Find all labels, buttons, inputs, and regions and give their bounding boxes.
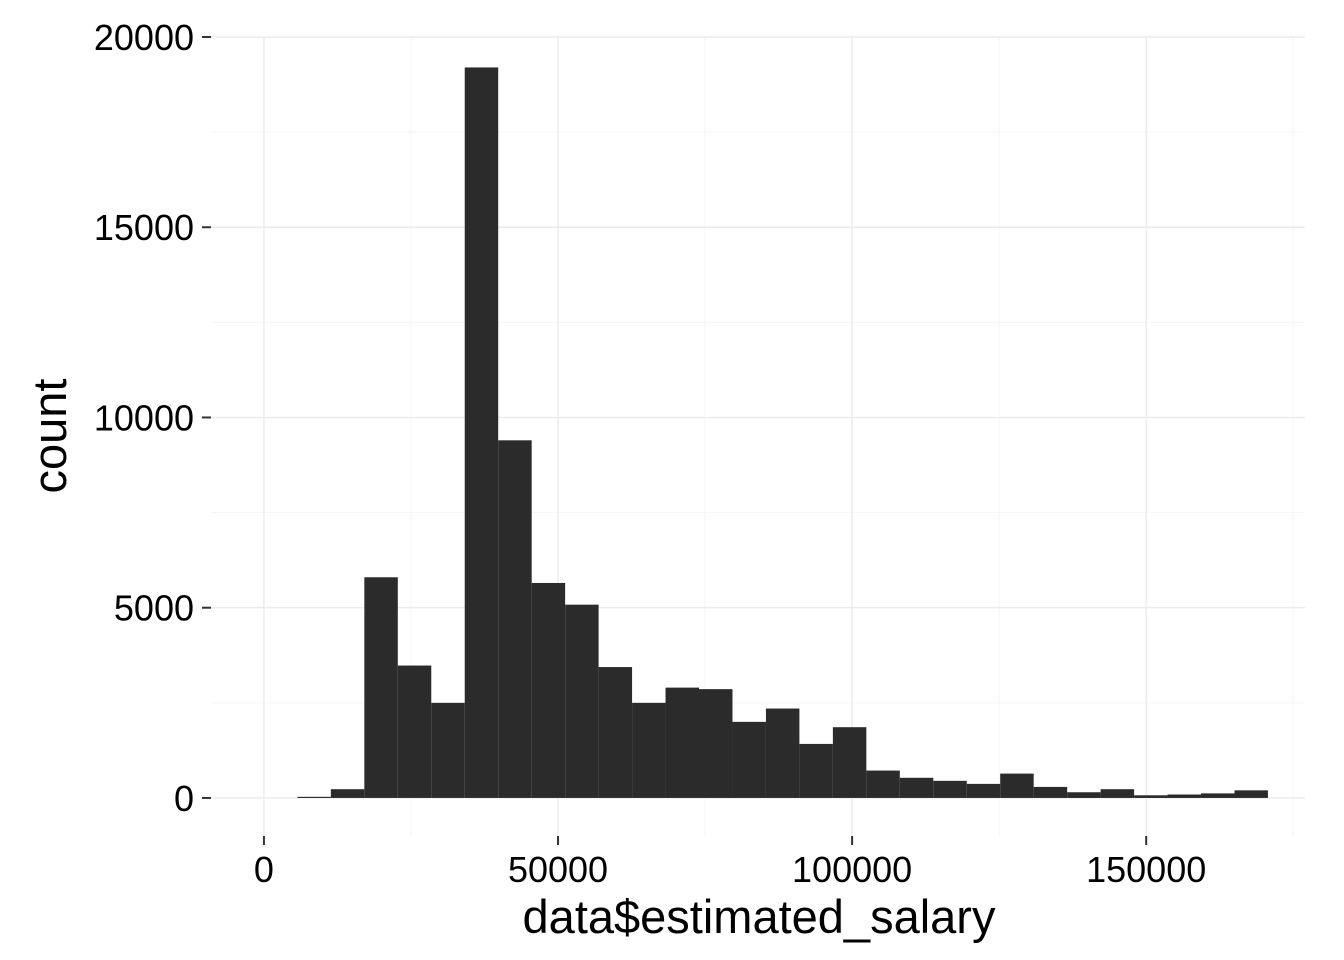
x-tick-label: 150000 (1086, 849, 1206, 890)
y-tick-label: 10000 (94, 397, 194, 438)
y-tick-label: 15000 (94, 207, 194, 248)
histogram-bar-10 (632, 702, 666, 798)
histogram-bar-5 (464, 67, 499, 798)
histogram-bars (297, 67, 1268, 798)
histogram-bar-20 (966, 783, 1001, 798)
y-axis: 0 5000 10000 15000 20000 (94, 17, 211, 819)
histogram-bar-16 (832, 727, 867, 798)
histogram-bar-28 (1234, 790, 1268, 798)
histogram-bar-12 (699, 689, 733, 798)
histogram-bar-23 (1067, 792, 1101, 798)
y-tick-label: 0 (174, 778, 194, 819)
histogram-bar-6 (498, 440, 532, 798)
histogram-bar-24 (1100, 789, 1135, 798)
histogram-bar-0 (297, 796, 331, 798)
histogram-bar-22 (1033, 786, 1068, 798)
histogram-bar-3 (397, 665, 432, 798)
histogram-bar-11 (665, 687, 700, 798)
histogram-bar-18 (899, 777, 934, 798)
histogram-bar-15 (799, 743, 833, 798)
x-tick-label: 0 (254, 849, 274, 890)
x-axis: 0 50000 100000 150000 (254, 836, 1206, 890)
histogram-bar-21 (1000, 773, 1034, 798)
histogram-bar-8 (565, 604, 599, 798)
histogram-bar-17 (866, 770, 900, 798)
x-tick-label: 50000 (508, 849, 608, 890)
histogram-bar-4 (431, 702, 465, 798)
x-axis-title: data$estimated_salary (523, 890, 996, 943)
histogram-bar-9 (598, 667, 633, 798)
histogram-bar-7 (531, 582, 566, 798)
histogram-bar-1 (330, 789, 365, 798)
histogram-bar-13 (732, 721, 766, 798)
histogram-bar-25 (1134, 795, 1168, 798)
histogram-bar-19 (933, 780, 967, 798)
y-tick-label: 5000 (114, 588, 194, 629)
histogram-bar-2 (364, 577, 398, 798)
histogram-bar-26 (1167, 794, 1202, 798)
x-tick-label: 100000 (792, 849, 912, 890)
y-axis-title: count (23, 379, 76, 494)
histogram-bar-14 (765, 708, 800, 798)
y-tick-label: 20000 (94, 17, 194, 58)
histogram-bar-27 (1201, 793, 1235, 798)
